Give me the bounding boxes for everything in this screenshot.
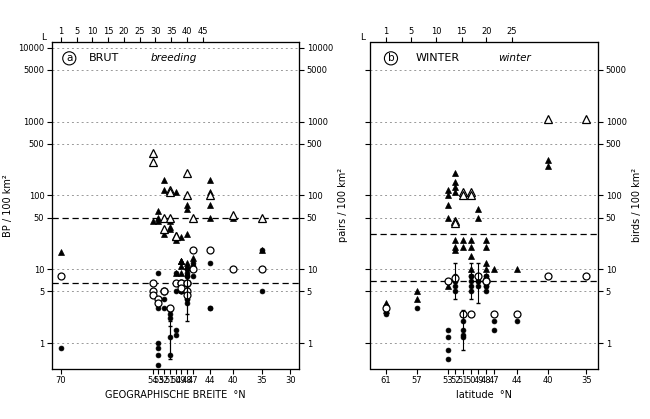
Text: L: L — [41, 33, 46, 42]
Text: breeding: breeding — [151, 53, 197, 63]
Y-axis label: pairs / 100 km²: pairs / 100 km² — [339, 168, 348, 242]
Text: L: L — [360, 33, 365, 42]
Text: WINTER: WINTER — [416, 53, 460, 63]
Text: BRUT: BRUT — [89, 53, 120, 63]
Text: winter: winter — [498, 53, 530, 63]
Y-axis label: BP / 100 km²: BP / 100 km² — [3, 174, 12, 237]
X-axis label: latitude  °N: latitude °N — [456, 390, 512, 400]
Y-axis label: birds / 100 km²: birds / 100 km² — [632, 168, 642, 242]
Text: b: b — [387, 53, 395, 63]
Text: a: a — [66, 53, 73, 63]
X-axis label: GEOGRAPHISCHE BREITE  °N: GEOGRAPHISCHE BREITE °N — [105, 390, 246, 400]
